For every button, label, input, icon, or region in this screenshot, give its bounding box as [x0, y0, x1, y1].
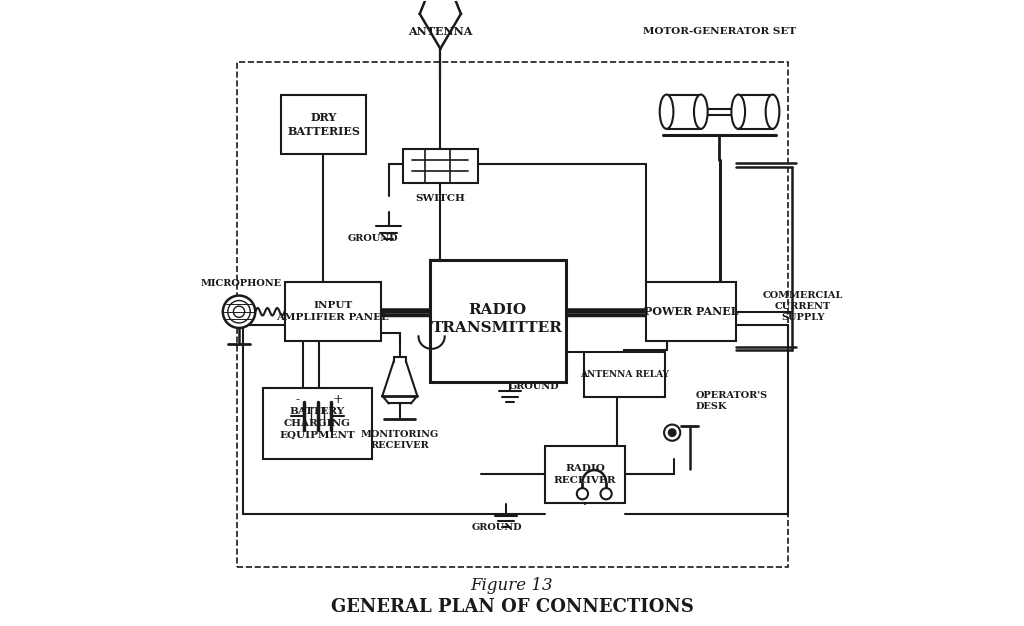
Circle shape: [669, 429, 676, 436]
Text: GROUND: GROUND: [348, 234, 398, 243]
Text: BATTERY
CHARGING
EQUIPMENT: BATTERY CHARGING EQUIPMENT: [280, 408, 355, 440]
Text: POWER PANEL: POWER PANEL: [644, 306, 738, 317]
Text: RADIO
TRANSMITTER: RADIO TRANSMITTER: [432, 303, 563, 336]
Circle shape: [600, 488, 611, 500]
Circle shape: [577, 488, 588, 500]
Ellipse shape: [694, 95, 708, 129]
Circle shape: [665, 424, 680, 441]
Text: MONITORING
RECEIVER: MONITORING RECEIVER: [360, 429, 439, 449]
Ellipse shape: [766, 95, 779, 129]
FancyBboxPatch shape: [285, 282, 381, 341]
Text: MICROPHONE: MICROPHONE: [201, 279, 282, 287]
Text: COMMERCIAL
CURRENT
SUPPLY: COMMERCIAL CURRENT SUPPLY: [763, 291, 843, 322]
Text: SWITCH: SWITCH: [416, 195, 465, 203]
Text: ANTENNA: ANTENNA: [409, 26, 472, 37]
FancyBboxPatch shape: [263, 387, 372, 459]
FancyBboxPatch shape: [738, 95, 772, 129]
Text: +: +: [332, 393, 343, 406]
Text: ANTENNA RELAY: ANTENNA RELAY: [580, 370, 669, 379]
Text: GROUND: GROUND: [471, 523, 521, 532]
Ellipse shape: [731, 95, 745, 129]
Text: GENERAL PLAN OF CONNECTIONS: GENERAL PLAN OF CONNECTIONS: [331, 598, 693, 616]
FancyBboxPatch shape: [667, 95, 700, 129]
Text: GROUND: GROUND: [509, 382, 559, 391]
Text: INPUT
AMPLIFIER PANEL: INPUT AMPLIFIER PANEL: [276, 301, 389, 322]
FancyBboxPatch shape: [584, 352, 665, 397]
Ellipse shape: [659, 95, 674, 129]
Circle shape: [233, 306, 245, 317]
Circle shape: [227, 300, 250, 323]
Text: DRY
BATTERIES: DRY BATTERIES: [287, 111, 359, 137]
FancyBboxPatch shape: [545, 446, 625, 503]
Text: OPERATOR'S
DESK: OPERATOR'S DESK: [696, 391, 768, 411]
Text: RADIO
RECEIVER: RADIO RECEIVER: [554, 464, 616, 485]
Text: -: -: [296, 393, 300, 406]
FancyBboxPatch shape: [402, 149, 478, 183]
FancyBboxPatch shape: [282, 95, 366, 154]
Text: Figure 13: Figure 13: [471, 577, 553, 594]
FancyBboxPatch shape: [430, 260, 565, 382]
Text: MOTOR-GENERATOR SET: MOTOR-GENERATOR SET: [643, 27, 796, 36]
Circle shape: [223, 295, 255, 328]
FancyBboxPatch shape: [646, 282, 736, 341]
